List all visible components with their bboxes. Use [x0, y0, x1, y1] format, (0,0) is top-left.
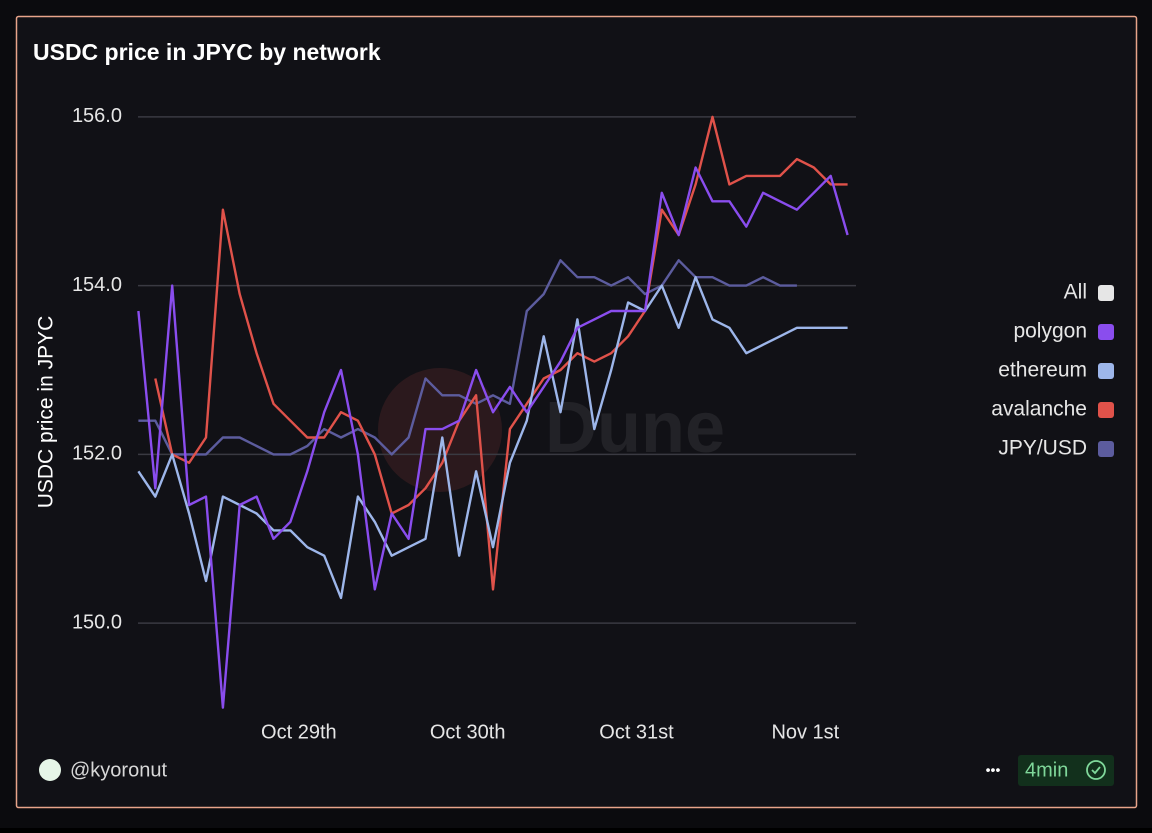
y-axis-label: USDC price in JPYC [35, 316, 58, 509]
x-tick-label: Oct 31st [599, 721, 674, 743]
y-tick-label: 152.0 [72, 443, 122, 465]
x-tick-label: Oct 29th [261, 721, 337, 743]
legend-all[interactable]: All [1064, 281, 1087, 304]
watermark: Dune [545, 388, 725, 468]
legend-label[interactable]: JPY/USD [998, 437, 1087, 460]
legend: All polygon ethereum avalanche JPY/USD [991, 281, 1114, 460]
y-tick-label: 156.0 [72, 105, 122, 127]
legend-swatch[interactable] [1098, 363, 1114, 379]
series-line [137, 276, 848, 600]
legend-label[interactable]: avalanche [991, 398, 1087, 421]
card-frame [15, 15, 1138, 809]
more-menu[interactable]: ••• [986, 762, 1001, 778]
legend-swatch[interactable] [1098, 324, 1114, 340]
legend-swatch[interactable] [1098, 441, 1114, 457]
series-line [137, 166, 849, 709]
y-tick-label: 150.0 [72, 611, 122, 633]
legend-swatch[interactable] [1098, 402, 1114, 418]
author-avatar [39, 759, 61, 781]
refresh-label: 4min [1025, 759, 1068, 781]
plot-area: 150.0 152.0 154.0 156.0 Oct 29th Oct 30th Oct … [72, 105, 856, 743]
refresh-icon [1086, 760, 1106, 780]
x-tick-label: Nov 1st [771, 721, 839, 743]
legend-label[interactable]: polygon [1013, 320, 1087, 343]
x-tick-label: Oct 30th [430, 721, 506, 743]
y-tick-label: 154.0 [72, 274, 122, 296]
chart-title: USDC price in JPYC by network [33, 39, 381, 65]
legend-all-swatch[interactable] [1098, 285, 1114, 301]
refresh-check [1091, 766, 1101, 775]
author[interactable]: @kyoronut [70, 759, 167, 781]
series-line [138, 259, 797, 456]
legend-label[interactable]: ethereum [998, 359, 1087, 382]
